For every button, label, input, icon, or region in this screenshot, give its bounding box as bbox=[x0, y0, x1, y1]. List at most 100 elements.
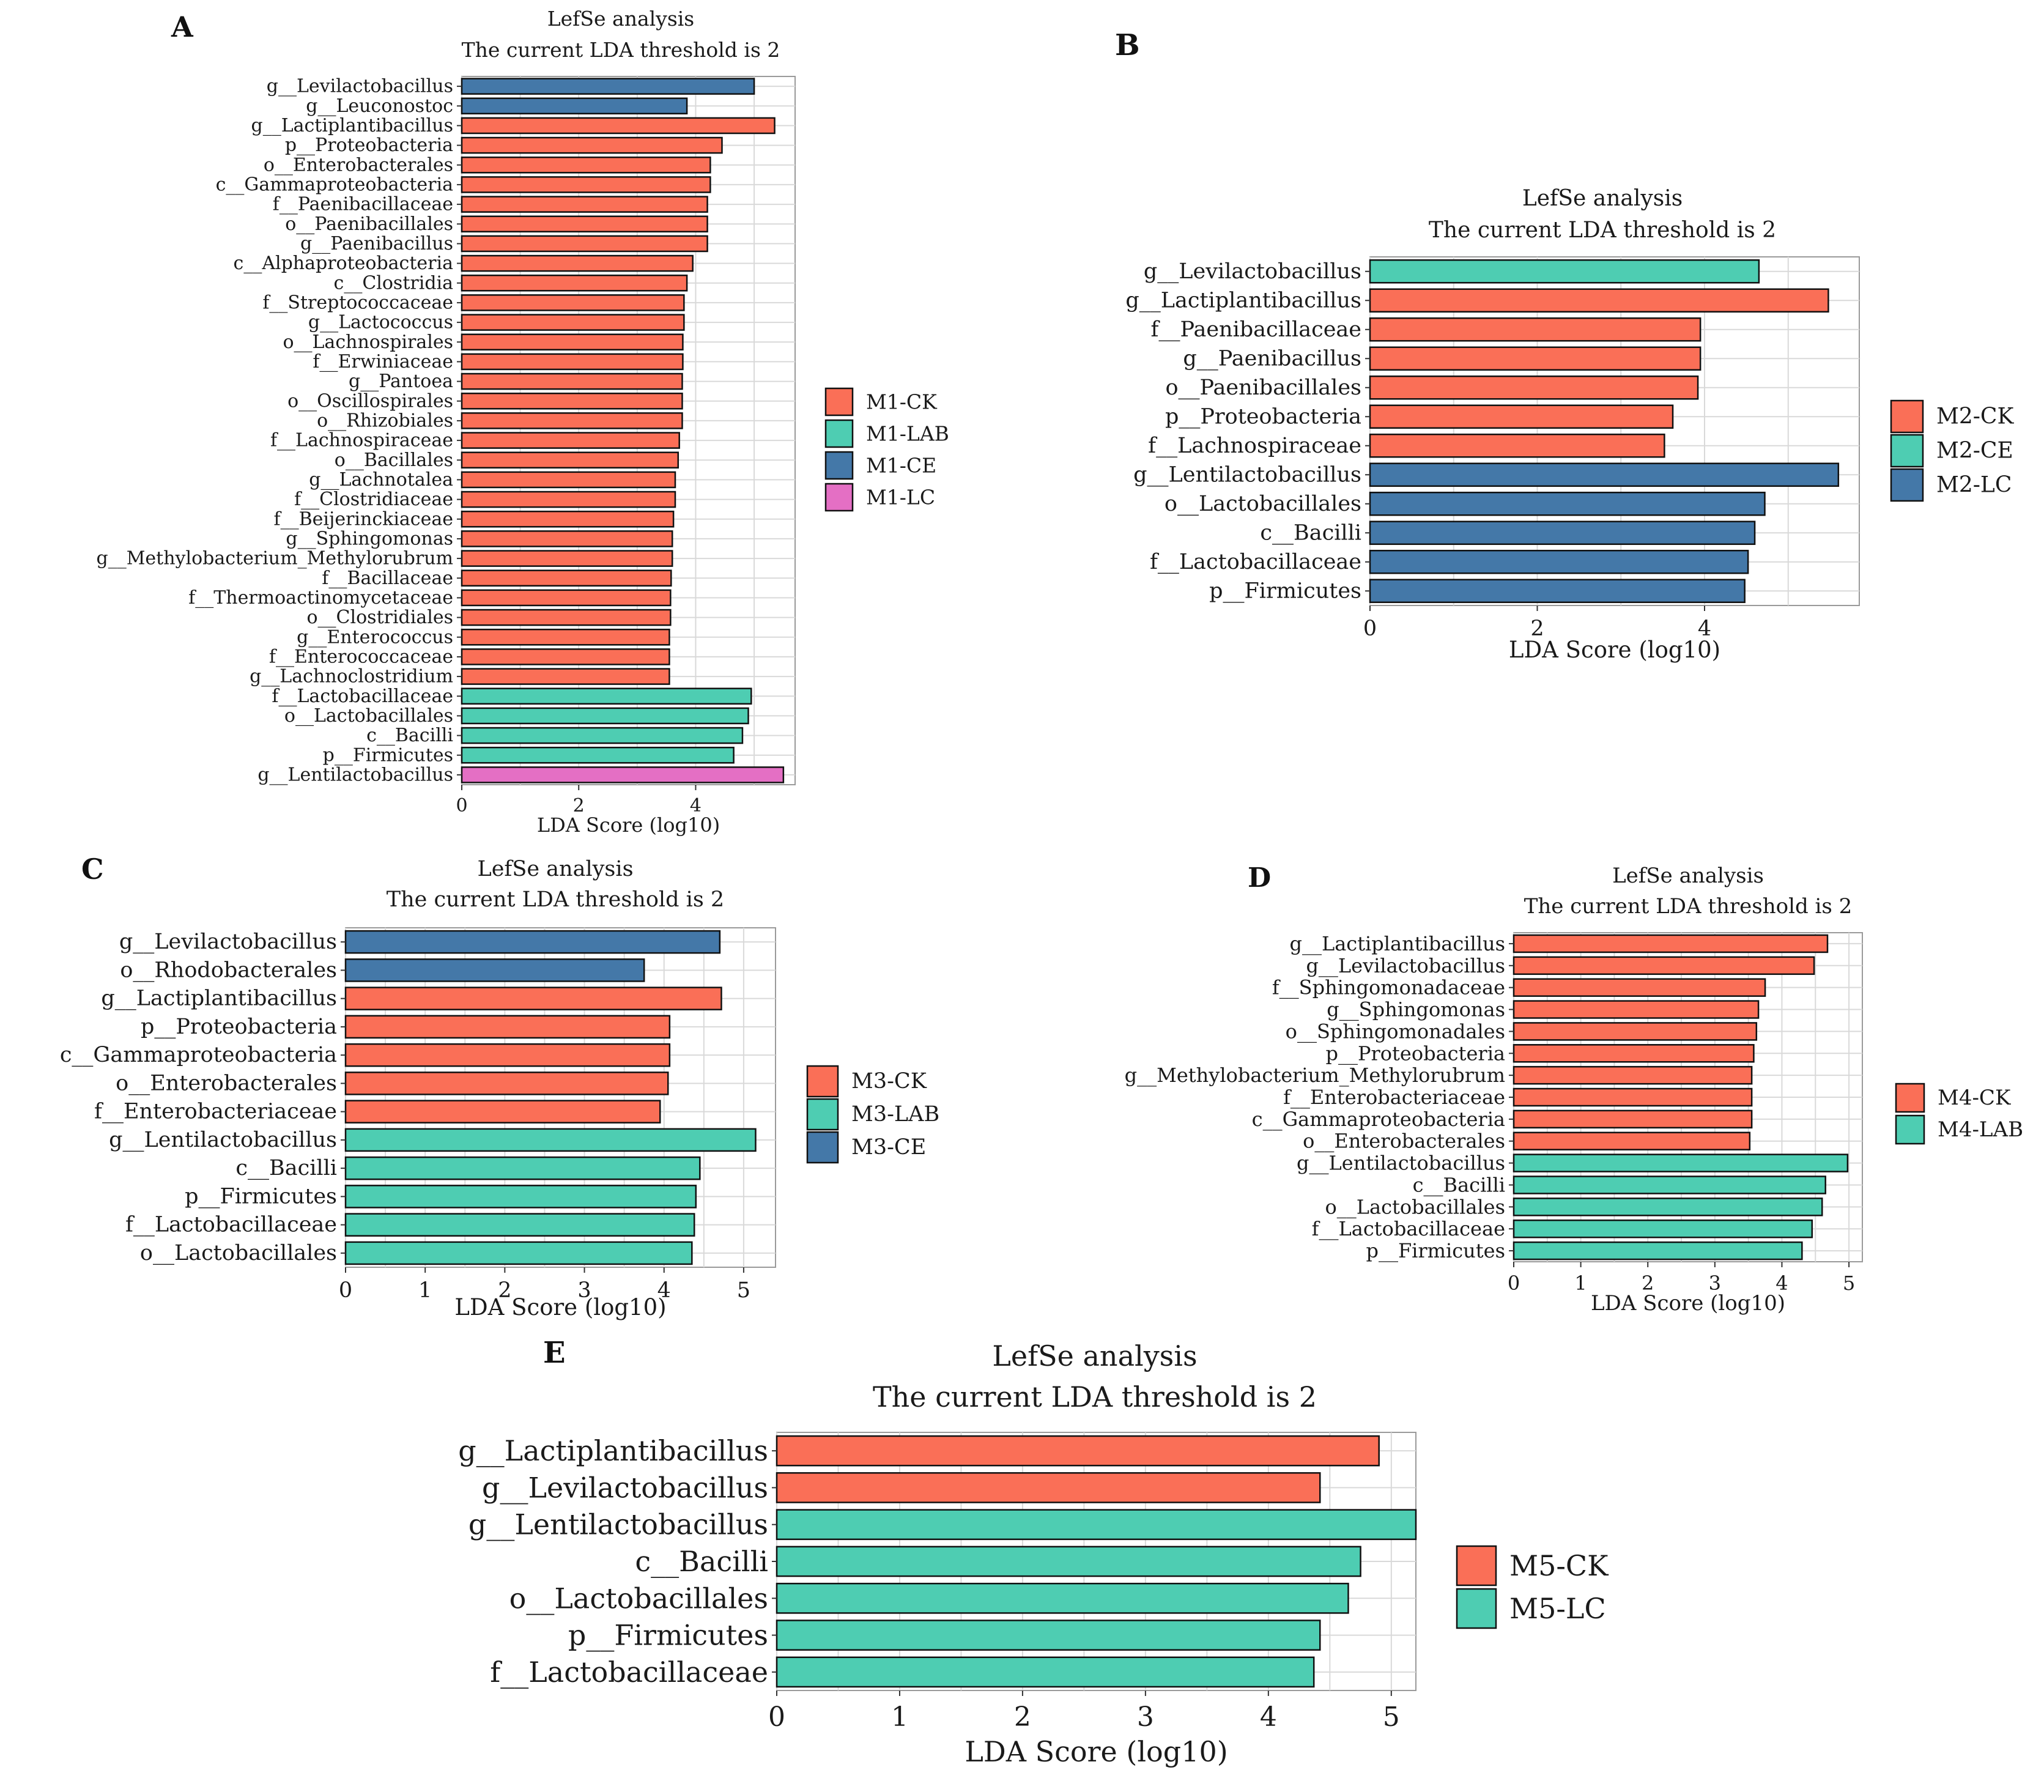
x-tick-label: 0 bbox=[1363, 616, 1377, 641]
legend-swatch bbox=[1890, 468, 1924, 502]
legend-label: M2-LC bbox=[1936, 473, 2012, 498]
bar-o-oscillospirales bbox=[461, 392, 683, 410]
bar-o-lactobacillales bbox=[344, 1241, 693, 1265]
bar-g-levilactobacillus bbox=[776, 1472, 1321, 1503]
legend-label: M1-LAB bbox=[866, 422, 949, 446]
x-tick-label: 1 bbox=[891, 1701, 908, 1733]
y-tick-label: g__Paenibacillus bbox=[1183, 346, 1361, 371]
x-tick-label: 4 bbox=[1776, 1272, 1788, 1295]
bar-c-alphaproteobacteria bbox=[461, 254, 694, 272]
y-tick-label: o__Sphingomonadales bbox=[1286, 1020, 1505, 1043]
y-tick-label: g__Lentilactobacillus bbox=[257, 764, 453, 785]
legend-label: M1-CK bbox=[866, 390, 938, 414]
y-tick-label: g__Lactococcus bbox=[308, 312, 453, 333]
bar-c-clostridia bbox=[461, 274, 688, 292]
y-tick-label: f__Clostridiaceae bbox=[294, 489, 453, 510]
bar-g-lactiplantibacillus bbox=[1513, 934, 1829, 953]
chart-subtitle: The current LDA threshold is 2 bbox=[387, 887, 724, 912]
bar-c-bacilli bbox=[776, 1546, 1361, 1577]
legend-swatch bbox=[1456, 1545, 1497, 1587]
y-tick-label: c__Gammaproteobacteria bbox=[1252, 1108, 1505, 1131]
y-tick-label: f__Paenibacillaceae bbox=[1151, 317, 1361, 342]
legend: M4-CK M4-LAB bbox=[1895, 1083, 2023, 1145]
bar-c-gammaproteobacteria bbox=[344, 1043, 671, 1067]
y-tick-label: c__Gammaproteobacteria bbox=[60, 1043, 337, 1067]
chart-title: LefSe analysis bbox=[1522, 186, 1683, 211]
y-tick-label: o__Paenibacillales bbox=[1165, 376, 1361, 400]
x-tick-label: 3 bbox=[1709, 1272, 1721, 1295]
legend-swatch bbox=[824, 483, 854, 512]
y-tick-label: c__Bacilli bbox=[1413, 1173, 1505, 1196]
bar-g-paenibacillus bbox=[1369, 346, 1701, 371]
x-axis-label: LDA Score (log10) bbox=[537, 813, 720, 837]
x-tick-label: 2 bbox=[573, 795, 585, 816]
x-tick-label: 0 bbox=[456, 795, 467, 816]
panel-letter: A bbox=[171, 10, 194, 43]
y-tick-label: g__Lentilactobacillus bbox=[109, 1128, 337, 1152]
bar-p-firmicutes bbox=[776, 1620, 1321, 1651]
bar-p-proteobacteria bbox=[1513, 1044, 1755, 1063]
x-tick-label: 4 bbox=[1698, 616, 1711, 641]
y-tick-label: f__Streptococcaceae bbox=[262, 292, 453, 313]
x-axis-label: LDA Score (log10) bbox=[454, 1294, 666, 1320]
y-tick-label: g__Sphingomonas bbox=[1327, 998, 1505, 1021]
bar-f-lactobacillaceae bbox=[776, 1656, 1315, 1688]
bar-c-gammaproteobacteria bbox=[461, 176, 711, 193]
y-tick-label: f__Thermoactinomycetaceae bbox=[188, 587, 453, 609]
bar-g-levilactobacillus bbox=[344, 930, 721, 954]
y-tick-label: g__Lactiplantibacillus bbox=[251, 115, 453, 136]
bar-f-lactobacillaceae bbox=[344, 1213, 695, 1237]
y-tick-label: f__Enterobacteriaceae bbox=[94, 1100, 337, 1124]
bar-f-lactobacillaceae bbox=[1369, 549, 1749, 574]
y-tick-label: p__Firmicutes bbox=[1366, 1239, 1505, 1262]
y-tick-label: o__Lactobacillales bbox=[1325, 1195, 1506, 1218]
chart-title: LefSe analysis bbox=[992, 1339, 1197, 1372]
bar-f-streptococcaceae bbox=[461, 294, 685, 311]
legend-label: M4-LAB bbox=[1938, 1117, 2023, 1142]
panel-letter: E bbox=[543, 1336, 566, 1370]
y-tick-label: f__Beijerinckiaceae bbox=[274, 508, 453, 530]
bar-c-gammaproteobacteria bbox=[1513, 1109, 1753, 1129]
legend-swatch bbox=[806, 1098, 839, 1131]
y-tick-label: o__Rhizobiales bbox=[317, 410, 453, 431]
legend-label: M3-LAB bbox=[851, 1102, 939, 1127]
legend-swatch bbox=[1890, 434, 1924, 468]
bar-g-lactiplantibacillus bbox=[1369, 288, 1829, 313]
legend-swatch bbox=[1890, 399, 1924, 434]
bar-g-lentilactobacillus bbox=[344, 1128, 757, 1152]
y-tick-label: o__Clostridiales bbox=[307, 607, 454, 628]
y-tick-label: g__Levilactobacillus bbox=[267, 76, 453, 97]
legend-swatch bbox=[824, 451, 854, 480]
y-tick-label: p__Proteobacteria bbox=[285, 135, 453, 156]
x-axis-label: LDA Score (log10) bbox=[1509, 637, 1720, 663]
x-tick-label: 4 bbox=[1260, 1701, 1277, 1733]
bar-o-rhizobiales bbox=[461, 412, 683, 429]
y-tick-label: o__Enterobacterales bbox=[1303, 1130, 1505, 1153]
y-tick-label: f__Lachnospiraceae bbox=[270, 430, 453, 451]
bar-f-thermoactinomycetaceae bbox=[461, 589, 672, 607]
y-tick-label: g__Lactiplantibacillus bbox=[458, 1434, 768, 1467]
panel-letter: D bbox=[1248, 862, 1271, 894]
y-tick-label: c__Bacilli bbox=[1260, 520, 1361, 545]
x-tick-label: 0 bbox=[339, 1278, 352, 1303]
y-tick-label: p__Proteobacteria bbox=[1325, 1042, 1505, 1065]
bar-c-bacilli bbox=[1513, 1176, 1826, 1194]
bar-f-enterobacteriaceae bbox=[344, 1100, 661, 1124]
legend-swatch bbox=[824, 387, 854, 417]
bar-o-paenibacillales bbox=[461, 215, 708, 233]
chart-subtitle: The current LDA threshold is 2 bbox=[1524, 894, 1853, 919]
y-tick-label: g__Lachnotalea bbox=[309, 469, 453, 491]
x-tick-label: 2 bbox=[1642, 1272, 1654, 1295]
bar-o-bacillales bbox=[461, 451, 679, 469]
bar-g-methylobacterium-methylorubrum bbox=[461, 550, 673, 567]
bar-f-sphingomonadaceae bbox=[1513, 978, 1766, 997]
x-tick-label: 5 bbox=[1383, 1701, 1400, 1733]
legend: M1-CK M1-LAB M1-CE M1-LC bbox=[824, 387, 949, 512]
bar-p-proteobacteria bbox=[1369, 404, 1674, 429]
y-tick-label: o__Lactobacillales bbox=[140, 1241, 337, 1265]
legend-label: M1-LC bbox=[866, 486, 935, 509]
bar-c-bacilli bbox=[461, 727, 744, 744]
legend: M2-CK M2-CE M2-LC bbox=[1890, 399, 2014, 502]
y-tick-label: g__Lactiplantibacillus bbox=[1289, 932, 1505, 955]
